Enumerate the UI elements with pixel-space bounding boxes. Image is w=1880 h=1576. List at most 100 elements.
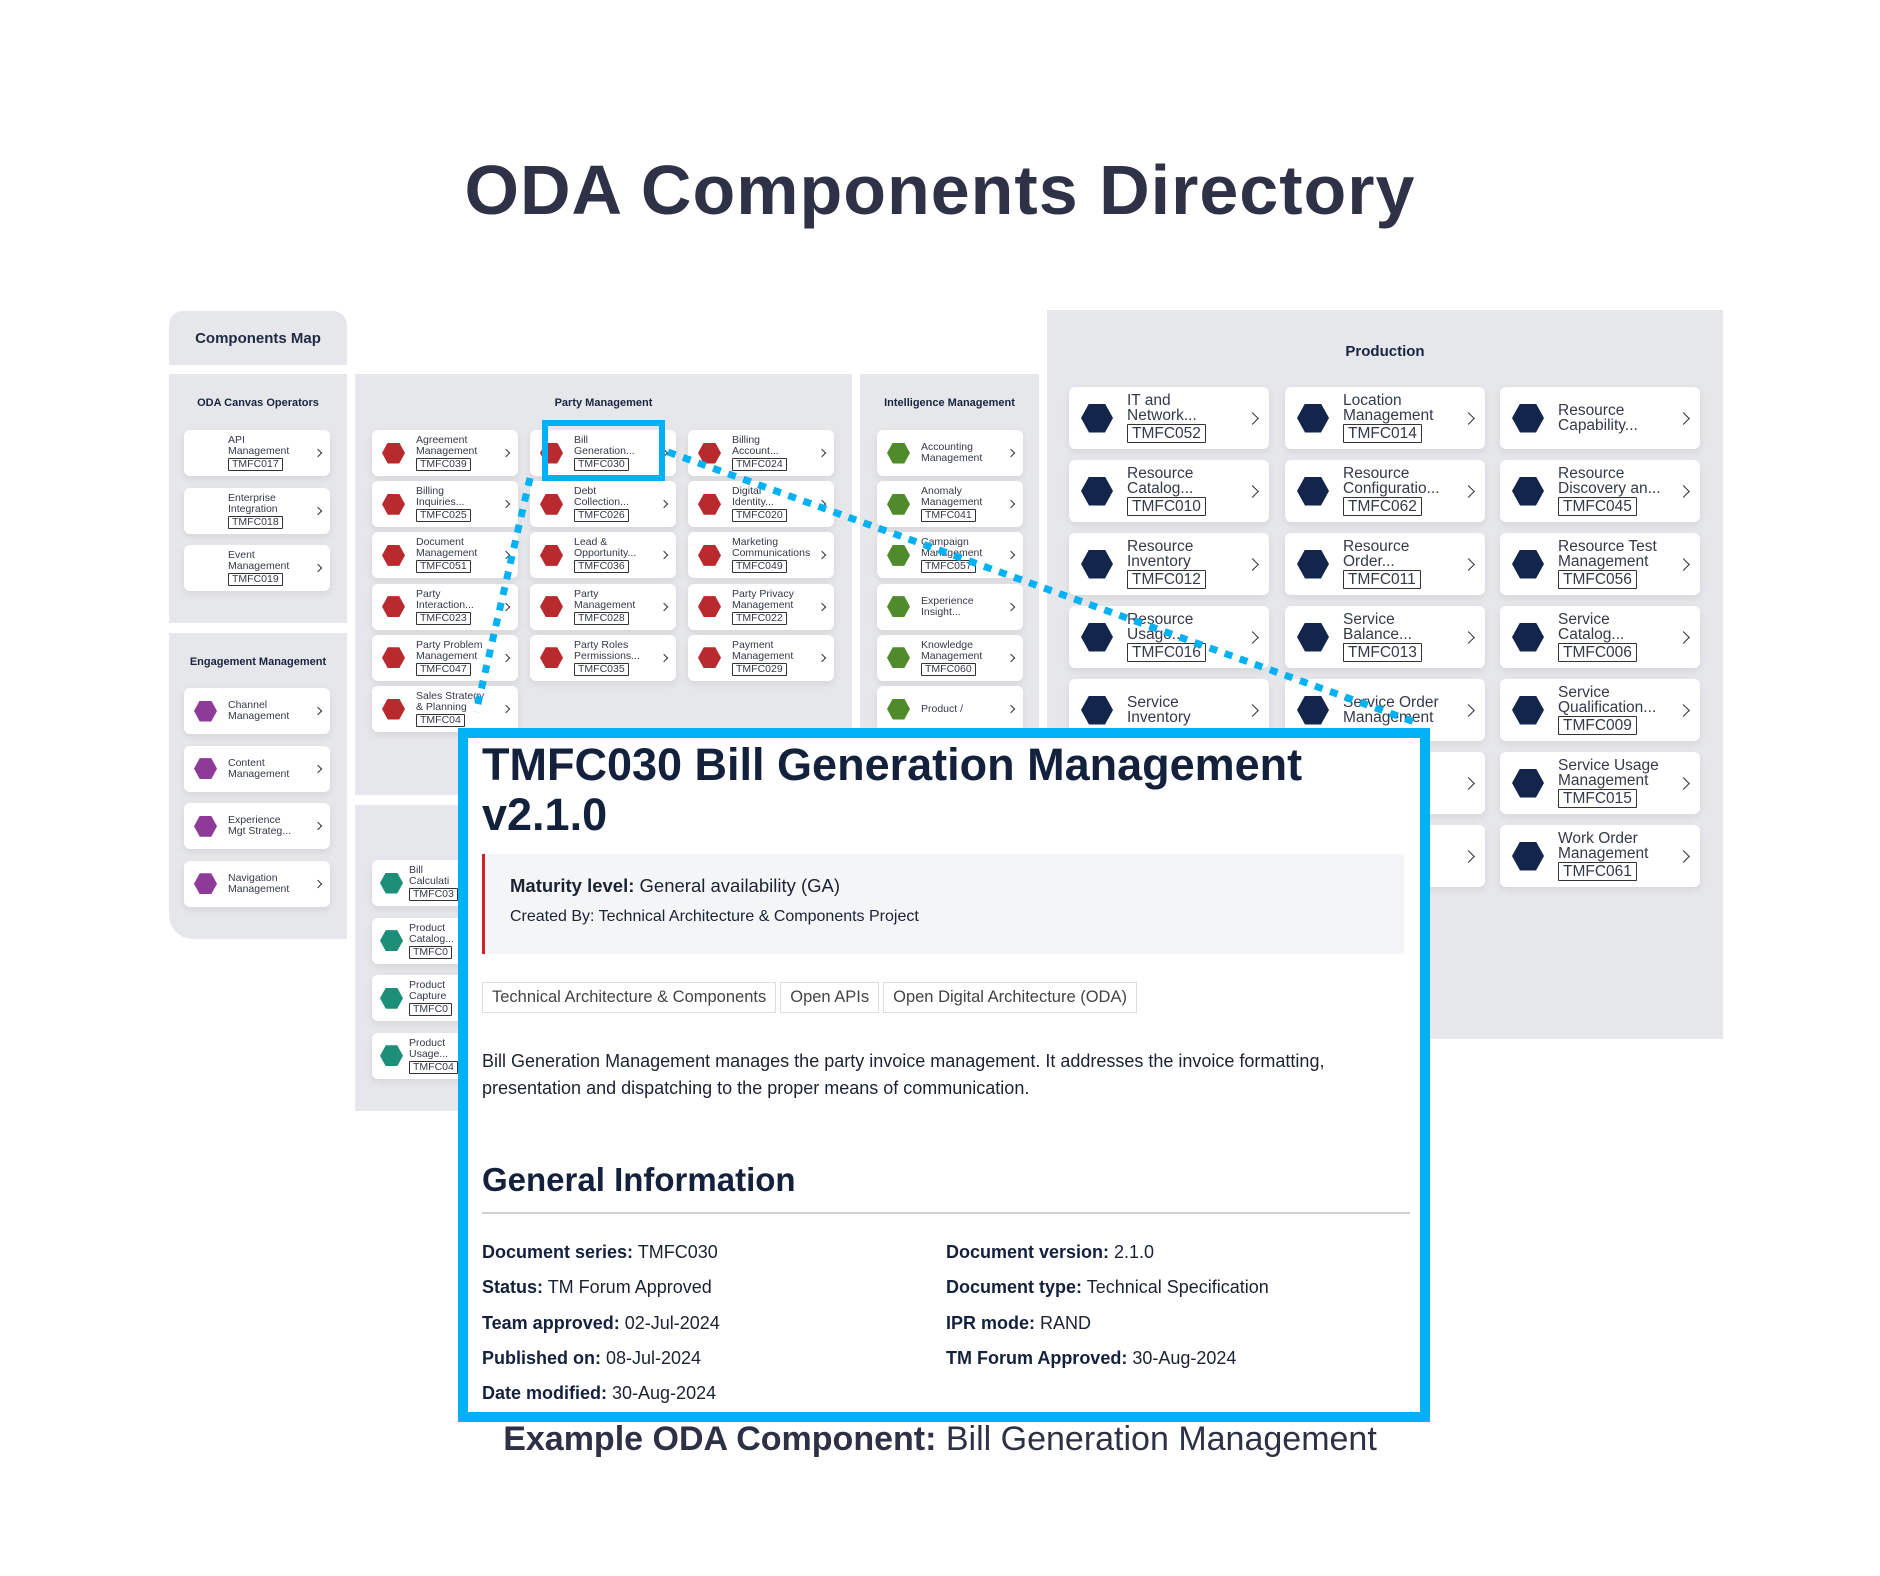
hexagon-icon: [1512, 476, 1544, 506]
hexagon-icon: [540, 596, 563, 618]
component-name-line: Resource: [1558, 402, 1625, 419]
chevron-right-icon: [313, 563, 323, 573]
component-card[interactable]: Resource Catalog... TMFC010: [1069, 460, 1269, 522]
hexagon-icon: [382, 596, 405, 618]
hexagon-icon: [1512, 549, 1544, 579]
component-card[interactable]: Marketing Communications TMFC049: [688, 532, 834, 579]
component-name: Resource Test Management TMFC056: [1558, 539, 1675, 589]
component-code-badge: TMFC016: [1127, 643, 1206, 662]
component-card[interactable]: Party Roles Permissions... TMFC035: [530, 634, 676, 681]
components-map-tab[interactable]: Components Map: [169, 311, 347, 365]
component-card[interactable]: Party Privacy Management TMFC022: [688, 583, 834, 630]
info-value: 02-Jul-2024: [619, 1312, 720, 1333]
component-name: API Management TMFC017: [228, 435, 311, 471]
component-card[interactable]: Enterprise Integration TMFC018: [184, 487, 330, 534]
component-card[interactable]: Party Management TMFC028: [530, 583, 676, 630]
component-card[interactable]: Experience Insight...: [877, 583, 1023, 630]
component-card[interactable]: Accounting Management: [877, 430, 1023, 476]
created-by: Created By: Technical Architecture & Com…: [510, 908, 919, 925]
component-card[interactable]: Anomaly Management TMFC041: [877, 481, 1023, 528]
engagement-management-panel: Engagement Management Channel Management C…: [169, 633, 347, 939]
component-card[interactable]: Resource Configuratio... TMFC062: [1285, 460, 1485, 522]
hexagon-icon: [194, 873, 217, 895]
component-card[interactable]: Resource Inventory TMFC012: [1069, 533, 1269, 595]
component-card[interactable]: Billing Account... TMFC024: [688, 430, 834, 476]
component-card[interactable]: Navigation Management: [184, 860, 330, 907]
component-name: Anomaly Management TMFC041: [921, 486, 1004, 523]
component-card[interactable]: Resource Order... TMFC011: [1285, 533, 1485, 595]
chevron-right-icon: [501, 602, 511, 611]
maturity-label: Maturity level:: [510, 875, 635, 896]
component-code-badge: TMFC025: [416, 509, 471, 523]
component-code-badge: TMFC013: [1343, 643, 1422, 662]
hexagon-icon: [1512, 695, 1544, 725]
tag[interactable]: Open APIs: [780, 982, 880, 1013]
chevron-right-icon: [1677, 557, 1690, 571]
component-code-badge: TMFC029: [732, 662, 787, 676]
hexagon-icon: [194, 558, 217, 579]
component-name-line: Management: [1558, 845, 1649, 862]
component-name-line: Inquiries...: [416, 496, 465, 509]
component-name: Product /: [921, 702, 1004, 715]
panel-title: Engagement Management: [189, 656, 327, 668]
component-card[interactable]: Sales Strategy & Planning TMFC04: [372, 686, 518, 732]
component-card[interactable]: Experience Mgt Strateg...: [184, 803, 330, 850]
component-card[interactable]: Debt Collection... TMFC026: [530, 481, 676, 528]
component-name-line: Management: [416, 649, 478, 662]
component-card[interactable]: API Management TMFC017: [184, 430, 330, 476]
component-card[interactable]: Digital Identity... TMFC020: [688, 481, 834, 528]
chevron-right-icon: [501, 551, 511, 560]
component-card[interactable]: Location Management TMFC014: [1285, 387, 1485, 449]
component-card[interactable]: Resource Test Management TMFC056: [1500, 533, 1700, 595]
component-card[interactable]: Work Order Management TMFC061: [1500, 825, 1700, 887]
component-name: Party Management TMFC028: [574, 588, 657, 625]
hexagon-icon: [382, 647, 405, 669]
component-card[interactable]: Resource Discovery an... TMFC045: [1500, 460, 1700, 522]
component-card[interactable]: Channel Management: [184, 688, 330, 734]
hexagon-icon: [194, 758, 217, 780]
tag[interactable]: Open Digital Architecture (ODA): [883, 982, 1137, 1013]
hexagon-icon: [698, 647, 721, 669]
component-name-line: Product /: [921, 702, 964, 715]
component-name: Document Management TMFC051: [416, 537, 499, 574]
component-card[interactable]: Lead & Opportunity... TMFC036: [530, 532, 676, 579]
component-name: Service Inventory: [1127, 695, 1244, 726]
component-card[interactable]: Service Catalog... TMFC006: [1500, 606, 1700, 668]
component-card[interactable]: Campaign Management TMFC057: [877, 532, 1023, 579]
component-card[interactable]: Service Qualification... TMFC009: [1500, 679, 1700, 741]
component-code-badge: TMFC011: [1343, 570, 1421, 589]
hexagon-icon: [698, 544, 721, 566]
component-card[interactable]: Party Problem Management TMFC047: [372, 634, 518, 681]
component-card[interactable]: Payment Management TMFC029: [688, 634, 834, 681]
component-card[interactable]: Service Balance... TMFC013: [1285, 606, 1485, 668]
hexagon-icon: [698, 442, 721, 464]
component-name-line: Management: [921, 452, 983, 464]
component-card[interactable]: Content Management: [184, 745, 330, 792]
component-card[interactable]: Knowledge Management TMFC060: [877, 634, 1023, 681]
component-card[interactable]: Billing Inquiries... TMFC025: [372, 481, 518, 528]
component-name-line: Channel: [228, 699, 268, 711]
component-card[interactable]: Event Management TMFC019: [184, 545, 330, 592]
component-name-line: Management: [574, 598, 636, 611]
component-name-line: Navigation: [228, 871, 278, 884]
component-card[interactable]: IT and Network... TMFC052: [1069, 387, 1269, 449]
component-code-badge: TMFC014: [1343, 424, 1422, 443]
component-name-line: Party Roles: [574, 638, 629, 651]
chevron-right-icon: [1677, 484, 1690, 498]
component-card[interactable]: Party Interaction... TMFC023: [372, 583, 518, 630]
tag[interactable]: Technical Architecture & Components: [482, 982, 777, 1013]
panel-title: Production: [1345, 343, 1425, 360]
component-card[interactable]: Product /: [877, 686, 1023, 732]
component-card[interactable]: Service Usage Management TMFC015: [1500, 752, 1700, 814]
component-name-line: Management: [921, 649, 983, 662]
component-name-line: Integration: [228, 502, 278, 515]
component-name: Lead & Opportunity... TMFC036: [574, 537, 657, 574]
component-card[interactable]: Document Management TMFC051: [372, 532, 518, 579]
component-card[interactable]: Resource Usage... TMFC016: [1069, 606, 1269, 668]
component-card[interactable]: Agreement Management TMFC039: [372, 430, 518, 476]
component-name-line: Resource: [1343, 538, 1410, 555]
info-label: TM Forum Approved:: [946, 1347, 1128, 1368]
component-name-line: Catalog...: [409, 932, 454, 945]
hexagon-icon: [887, 647, 910, 669]
component-card[interactable]: Resource Capability...: [1500, 387, 1700, 449]
